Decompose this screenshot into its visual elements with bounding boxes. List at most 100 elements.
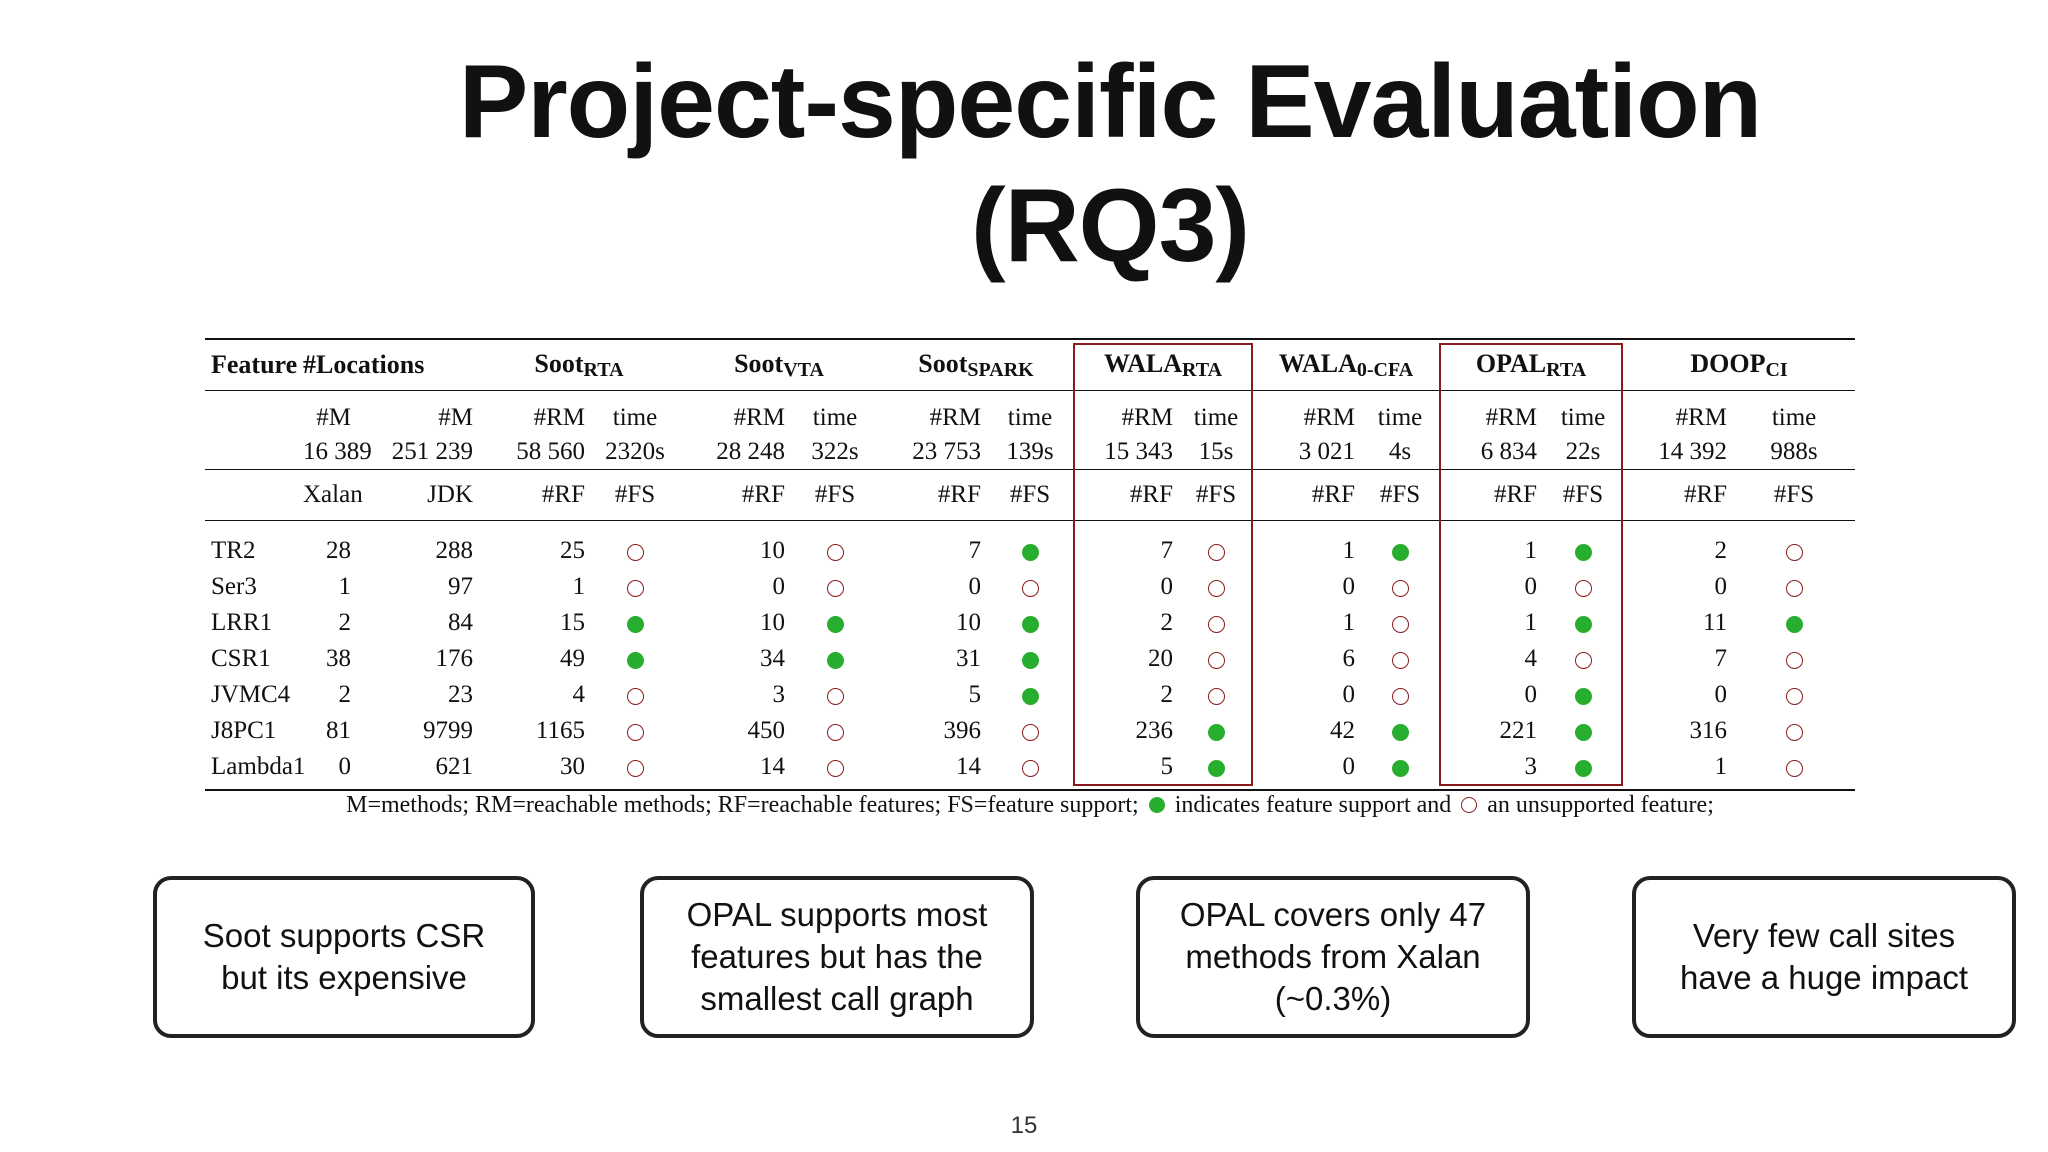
subheader2-cell: 251 239: [357, 435, 479, 470]
reachable-features: 7: [1714, 645, 1728, 672]
unsupported-ring-icon: [1461, 797, 1478, 813]
subheader3-cell: #RF: [1623, 469, 1734, 521]
subheader1-cell: #RM: [533, 404, 585, 431]
feature-name: CSR1: [211, 645, 271, 672]
table-subheader3-row: Xalan JDK #RF #FS #RF #FS #RF #FS #RF #FS #RF #FS #R…: [205, 469, 1856, 521]
callout-text: Soot supports CSR but its expensive: [202, 917, 486, 996]
reachable-features: 42: [1330, 717, 1356, 744]
subheader3-cell: JDK: [357, 469, 479, 521]
feature-support: [791, 605, 879, 641]
unsupported-ring-icon: [1207, 615, 1225, 633]
feature-support: [1179, 749, 1254, 791]
unsupported-ring-icon: [1785, 543, 1803, 561]
unsupported-ring-icon: [1207, 579, 1225, 597]
feature-name: LRR1: [211, 609, 273, 636]
reachable-features: 0: [772, 573, 786, 600]
unsupported-ring-icon: [1391, 615, 1409, 633]
subheader2-cell: 322s: [791, 435, 880, 470]
slide-title-line1: Project-specific Evaluation: [458, 44, 1762, 160]
feature-support: [1361, 569, 1439, 605]
feature-support: [1361, 749, 1440, 791]
reachable-features: 10: [760, 609, 786, 636]
feature-support: [987, 677, 1073, 713]
reachable-features: 0: [968, 573, 982, 600]
header-tool-soot-spark: SootSPARK: [879, 338, 1074, 391]
reachable-features: 7: [968, 537, 982, 564]
subheader2-cell: 22s: [1543, 435, 1624, 470]
feature-support: [987, 569, 1073, 605]
unsupported-ring-icon: [1785, 651, 1803, 669]
reachable-features: 2: [1160, 681, 1174, 708]
subheader3-cell: #FS: [1179, 469, 1254, 521]
feature-support: [987, 521, 1073, 570]
table-row: J8PC1 81 9799 1165 450 396 236 42 221 316: [205, 713, 1855, 749]
reachable-features: 14: [879, 749, 988, 791]
feature-support: [791, 569, 879, 605]
unsupported-ring-icon: [626, 543, 644, 561]
xalan-locations: 81: [326, 717, 351, 744]
subheader2-cell: 23 753: [879, 435, 988, 470]
jdk-locations: 84: [448, 609, 473, 636]
jdk-locations: 23: [448, 681, 473, 708]
evaluation-table: Feature #Locations SootRTA SootVTA SootSPARK…: [205, 338, 1856, 791]
subheader1-cell: time: [1193, 404, 1239, 431]
reachable-features: 1: [1623, 749, 1734, 791]
header-feature: Feature: [205, 338, 297, 391]
reachable-features: 1165: [535, 717, 585, 744]
feature-support: [1543, 521, 1623, 570]
xalan-locations: 28: [326, 537, 351, 564]
header-tool-wala-rta: WALARTA: [1073, 338, 1254, 391]
unsupported-ring-icon: [826, 543, 844, 561]
tool-name: OPAL: [1475, 348, 1547, 378]
supported-dot-icon: [1207, 723, 1225, 741]
reachable-features: 236: [1135, 717, 1174, 744]
reachable-features: 15: [560, 609, 585, 636]
subheader1-cell: #RM: [733, 404, 786, 431]
feature-support: [591, 713, 679, 749]
supported-dot-icon: [1574, 759, 1592, 777]
table-subheader2-row: 16 389 251 239 58 560 2320s 28 248 322s 23 753…: [205, 435, 1856, 470]
reachable-features: 5: [968, 681, 982, 708]
unsupported-ring-icon: [1207, 651, 1225, 669]
reachable-features: 1: [1524, 537, 1538, 564]
callout-text: Very few call sites have a huge impact: [1679, 917, 1969, 996]
tool-name: Soot: [918, 348, 968, 378]
xalan-locations: 2: [338, 681, 352, 708]
table-header-row: Feature #Locations SootRTA SootVTA SootSPARK…: [205, 338, 1856, 391]
feature-support: [1179, 713, 1253, 749]
subheader3-cell: #RF: [879, 469, 988, 521]
header-tool-soot-rta: SootRTA: [479, 338, 680, 391]
unsupported-ring-icon: [1391, 687, 1409, 705]
supported-dot-icon: [1148, 797, 1165, 813]
unsupported-ring-icon: [1207, 687, 1225, 705]
reachable-features: 31: [956, 645, 982, 672]
table-row: CSR1 38 176 49 34 31 20 6 4 7: [205, 641, 1855, 677]
supported-dot-icon: [1574, 615, 1592, 633]
reachable-features: 1: [1524, 609, 1538, 636]
reachable-features: 221: [1499, 717, 1538, 744]
supported-dot-icon: [626, 615, 644, 633]
unsupported-ring-icon: [1021, 723, 1039, 741]
unsupported-ring-icon: [1207, 543, 1225, 561]
subheader2-cell: 28 248: [679, 435, 792, 470]
tool-name: DOOP: [1690, 348, 1766, 378]
unsupported-ring-icon: [626, 759, 644, 777]
unsupported-ring-icon: [1785, 723, 1803, 741]
reachable-features: 316: [1689, 717, 1728, 744]
feature-support: [791, 521, 879, 570]
feature-support: [1543, 677, 1623, 713]
subheader3-cell: #RF: [479, 469, 591, 521]
tool-name: WALA: [1278, 348, 1357, 378]
tool-variant: RTA: [583, 358, 624, 381]
unsupported-ring-icon: [1785, 579, 1803, 597]
feature-support: [1733, 569, 1855, 605]
reachable-features: 4: [572, 681, 586, 708]
unsupported-ring-icon: [1785, 759, 1803, 777]
feature-support: [1361, 605, 1439, 641]
feature-support: [1361, 713, 1439, 749]
footnote-unsupported-text: an unsupported feature;: [1487, 792, 1714, 818]
subheader2-cell: 2320s: [591, 435, 680, 470]
supported-dot-icon: [626, 651, 644, 669]
subheader1-cell: #RM: [1303, 404, 1356, 431]
reachable-features: 10: [956, 609, 982, 636]
